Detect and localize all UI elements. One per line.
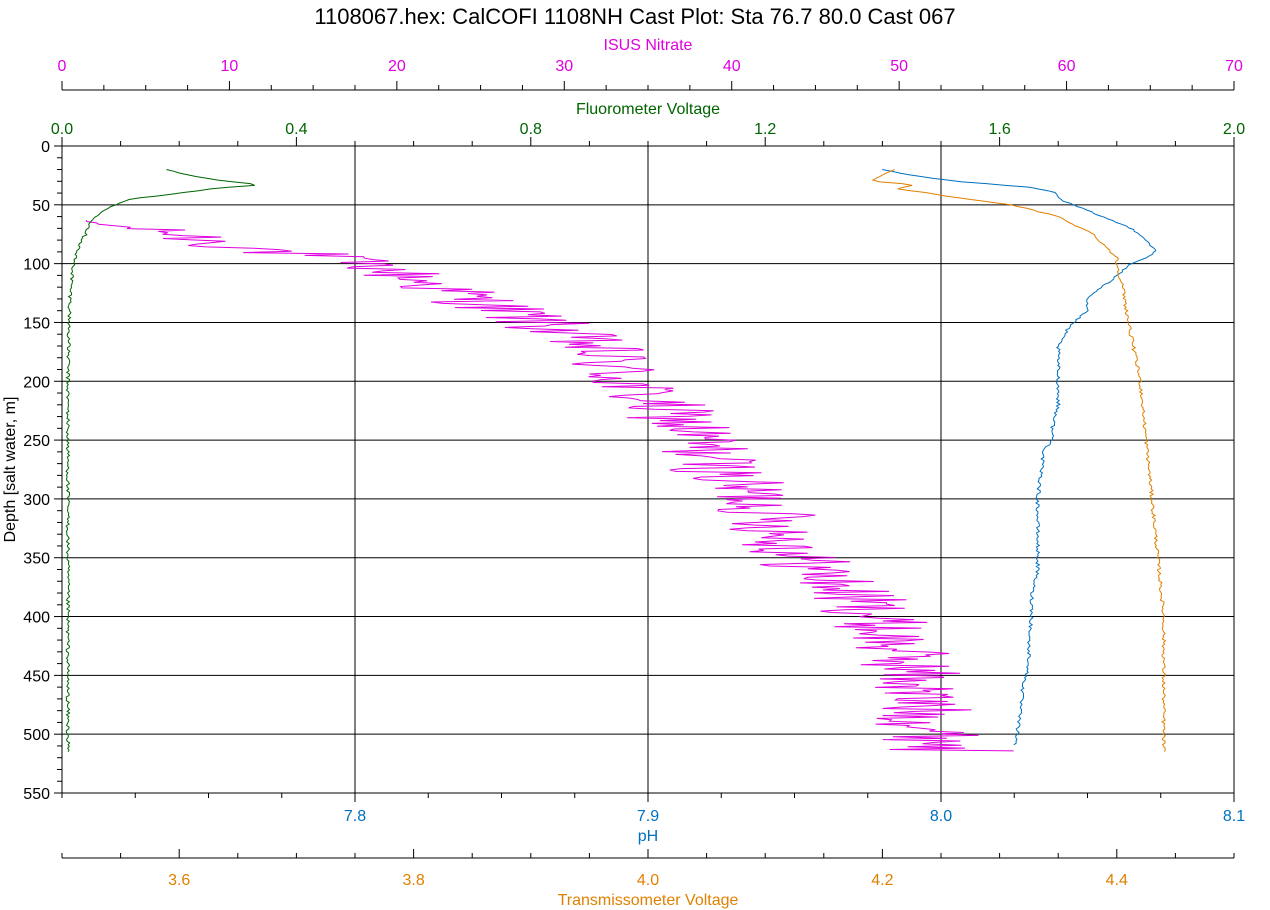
transmissometer-axis-tick-label: 4.4	[1106, 872, 1128, 889]
fluorometer-axis-tick-label: 0.0	[51, 121, 73, 138]
depth-tick-label: 50	[32, 198, 50, 215]
ph-axis-tick-label: 8.1	[1223, 808, 1245, 825]
depth-tick-label: 250	[23, 433, 50, 450]
nitrate-axis-tick-label: 0	[58, 58, 67, 75]
chart-title: 1108067.hex: CalCOFI 1108NH Cast Plot: S…	[314, 4, 955, 29]
series-nitrate	[85, 219, 1014, 752]
transmissometer-axis-tick-label: 3.8	[402, 872, 424, 889]
depth-tick-label: 150	[23, 315, 50, 332]
series-layer	[65, 169, 1167, 753]
depth-tick-label: 400	[23, 610, 50, 627]
ph-axis-tick-label: 7.8	[344, 808, 366, 825]
nitrate-axis-title: ISUS Nitrate	[604, 37, 693, 54]
fluorometer-axis-tick-label: 2.0	[1223, 121, 1245, 138]
fluorometer-axis-tick-label: 1.2	[754, 121, 776, 138]
fluorometer-axis-tick-label: 0.4	[285, 121, 307, 138]
transmissometer-axis-tick-label: 4.2	[871, 872, 893, 889]
series-transmissometer	[871, 169, 1167, 752]
ph-axis-tick-label: 8.0	[930, 808, 952, 825]
axes-layer: 0 10 20 30 40 50 60 70 ISUS Nitrate 0.0 0.4 0.8 1.2 1…	[2, 37, 1245, 909]
depth-tick-label: 500	[23, 727, 50, 744]
depth-tick-label: 100	[23, 257, 50, 274]
series-ph	[882, 169, 1157, 746]
transmissometer-axis-title: Transmissometer Voltage	[558, 892, 739, 909]
nitrate-axis-tick-label: 40	[723, 58, 741, 75]
depth-tick-label: 200	[23, 374, 50, 391]
depth-tick-label: 450	[23, 668, 50, 685]
depth-tick-label: 0	[41, 139, 50, 156]
fluorometer-axis-tick-label: 0.8	[520, 121, 542, 138]
depth-axis-title: Depth [salt water, m]	[2, 397, 19, 543]
depth-tick-label: 300	[23, 492, 50, 509]
nitrate-axis-tick-label: 20	[388, 58, 406, 75]
transmissometer-axis-tick-label: 3.6	[168, 872, 190, 889]
ph-axis-title: pH	[638, 828, 658, 845]
nitrate-axis-tick-label: 60	[1058, 58, 1076, 75]
fluorometer-axis-title: Fluorometer Voltage	[576, 101, 720, 118]
ph-axis-tick-label: 7.9	[637, 808, 659, 825]
nitrate-axis-tick-label: 30	[555, 58, 573, 75]
depth-tick-label: 350	[23, 551, 50, 568]
depth-tick-label: 550	[23, 786, 50, 803]
transmissometer-axis-tick-label: 4.0	[637, 872, 659, 889]
nitrate-axis-tick-label: 10	[221, 58, 239, 75]
nitrate-axis-tick-label: 70	[1225, 58, 1243, 75]
nitrate-axis-tick-label: 50	[890, 58, 908, 75]
grid	[62, 146, 1235, 793]
series-fluorometer	[65, 169, 255, 753]
fluorometer-axis-tick-label: 1.6	[988, 121, 1010, 138]
